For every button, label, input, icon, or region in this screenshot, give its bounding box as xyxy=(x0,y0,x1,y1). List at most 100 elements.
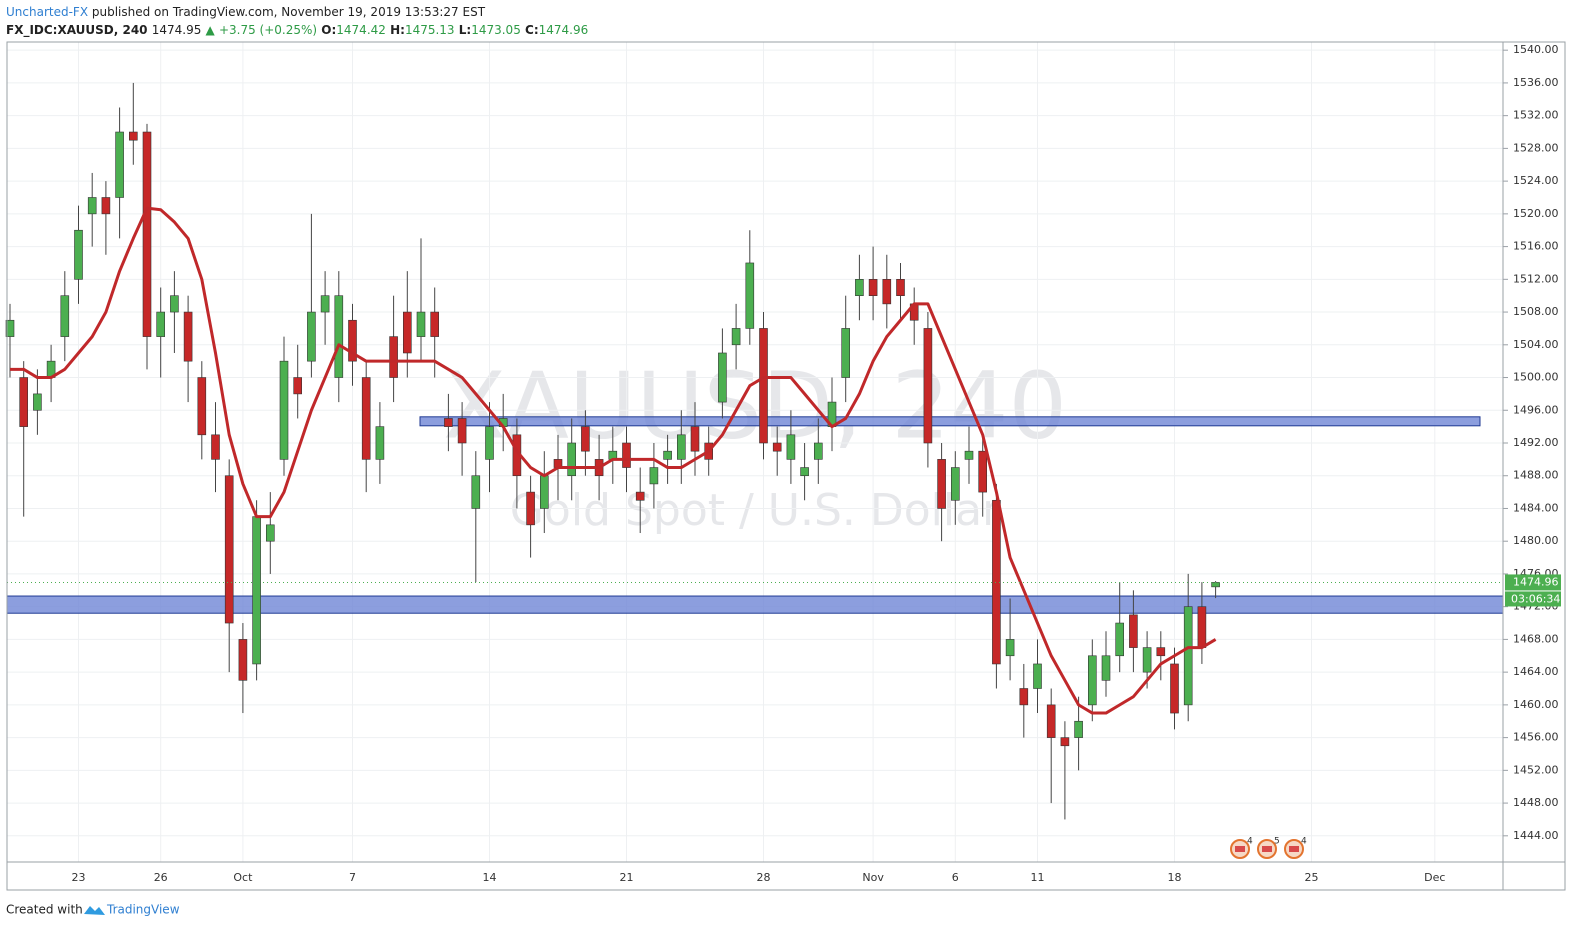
event-count: 5 xyxy=(1274,837,1280,847)
candle-body xyxy=(896,279,905,296)
candle-body xyxy=(1046,704,1056,738)
header-line-1: Uncharted-FX published on TradingView.co… xyxy=(6,5,486,19)
l: 1473.05 xyxy=(471,23,521,37)
watermark-subtitle: Gold Spot / U.S. Dollar xyxy=(510,485,1001,536)
h-label: H: xyxy=(390,23,405,37)
candle-body xyxy=(855,279,864,296)
candle-body xyxy=(526,491,535,526)
candle-body xyxy=(1156,647,1166,657)
candle-body xyxy=(567,442,577,477)
candle-body xyxy=(156,311,165,337)
candle-body xyxy=(622,442,631,468)
o: 1474.42 xyxy=(336,23,386,37)
x-tick-label: 14 xyxy=(483,871,497,884)
candle-body xyxy=(5,319,15,337)
candle-body xyxy=(992,499,1001,665)
candle-body xyxy=(1101,655,1111,681)
candle-body xyxy=(937,459,946,509)
candle-body xyxy=(265,524,275,542)
candle-body xyxy=(19,377,29,427)
publisher[interactable]: Uncharted-FX xyxy=(6,5,88,19)
y-tick-label: 1444.00 xyxy=(1513,829,1559,842)
y-tick-label: 1460.00 xyxy=(1513,698,1559,711)
candle-body xyxy=(1129,614,1138,648)
x-tick-label: 26 xyxy=(154,871,168,884)
y-tick-label: 1464.00 xyxy=(1513,665,1559,678)
footer-brand[interactable]: TradingView xyxy=(106,903,180,917)
candle-body xyxy=(375,426,385,460)
y-tick-label: 1452.00 xyxy=(1513,763,1559,776)
y-tick-label: 1516.00 xyxy=(1513,240,1559,253)
candle-body xyxy=(115,131,124,198)
candle-body xyxy=(142,131,152,337)
candle-body xyxy=(978,450,988,493)
y-tick-label: 1488.00 xyxy=(1513,469,1559,482)
candle-body xyxy=(1197,606,1207,648)
candle-body xyxy=(1005,639,1015,657)
x-tick-label: 7 xyxy=(349,871,356,884)
candle-body xyxy=(786,434,796,460)
candle-body xyxy=(33,393,42,411)
y-tick-label: 1448.00 xyxy=(1513,796,1559,809)
footer-created: Created with xyxy=(6,903,83,917)
event-flag xyxy=(1289,846,1299,852)
x-tick-label: 6 xyxy=(952,871,959,884)
candle-body xyxy=(74,229,83,280)
candle-body xyxy=(293,377,303,395)
candle-body xyxy=(170,295,179,313)
x-tick-label: 23 xyxy=(72,871,86,884)
y-tick-label: 1456.00 xyxy=(1513,731,1559,744)
candle-body xyxy=(252,516,261,665)
c-label: C: xyxy=(525,23,539,37)
x-tick-label: 11 xyxy=(1031,871,1045,884)
event-flag xyxy=(1235,846,1245,852)
y-tick-label: 1520.00 xyxy=(1513,207,1559,220)
candle-body xyxy=(402,311,412,354)
price-label-bg xyxy=(1505,574,1561,591)
y-tick-label: 1496.00 xyxy=(1513,403,1559,416)
candle-body xyxy=(279,360,289,460)
candle-body xyxy=(361,377,371,460)
candle-body xyxy=(950,467,960,501)
candle-body xyxy=(868,279,878,296)
y-tick-label: 1492.00 xyxy=(1513,436,1559,449)
candle-body xyxy=(1211,582,1220,588)
price-label: 1474.96 xyxy=(1513,575,1559,588)
candle-body xyxy=(1074,720,1083,738)
candle-body xyxy=(211,434,220,460)
x-tick-label: Nov xyxy=(862,871,884,884)
candle-body xyxy=(964,450,974,460)
symbol: FX_IDC:XAUUSD, 240 xyxy=(6,23,148,38)
y-tick-label: 1484.00 xyxy=(1513,501,1559,514)
candle-body xyxy=(457,418,467,444)
y-tick-label: 1500.00 xyxy=(1513,371,1559,384)
y-tick-label: 1528.00 xyxy=(1513,141,1559,154)
x-tick-label: 28 xyxy=(757,871,771,884)
candle-body xyxy=(416,311,426,337)
x-tick-label: 25 xyxy=(1305,871,1319,884)
y-tick-label: 1532.00 xyxy=(1513,109,1559,122)
candle-body xyxy=(581,426,590,452)
arrow: ▲ xyxy=(206,23,216,37)
candle-body xyxy=(539,475,549,509)
y-tick-label: 1540.00 xyxy=(1513,43,1559,56)
candle-body xyxy=(129,131,138,141)
candle-body xyxy=(1170,663,1179,714)
candle-body xyxy=(334,295,344,378)
event-count: 4 xyxy=(1247,837,1253,847)
candle-body xyxy=(800,467,809,477)
candle-body xyxy=(772,442,782,452)
candle-body xyxy=(649,467,659,485)
candle-body xyxy=(485,426,494,460)
last: 1474.95 xyxy=(152,23,202,37)
candle-body xyxy=(197,377,207,436)
moving-average xyxy=(10,206,1217,715)
candle-body xyxy=(1183,606,1193,706)
candle-body xyxy=(320,295,330,313)
candle-body xyxy=(348,319,357,362)
watermark: XAUUSD, 240 xyxy=(443,352,1067,459)
candle-body xyxy=(1115,622,1124,657)
zone xyxy=(419,416,1481,427)
